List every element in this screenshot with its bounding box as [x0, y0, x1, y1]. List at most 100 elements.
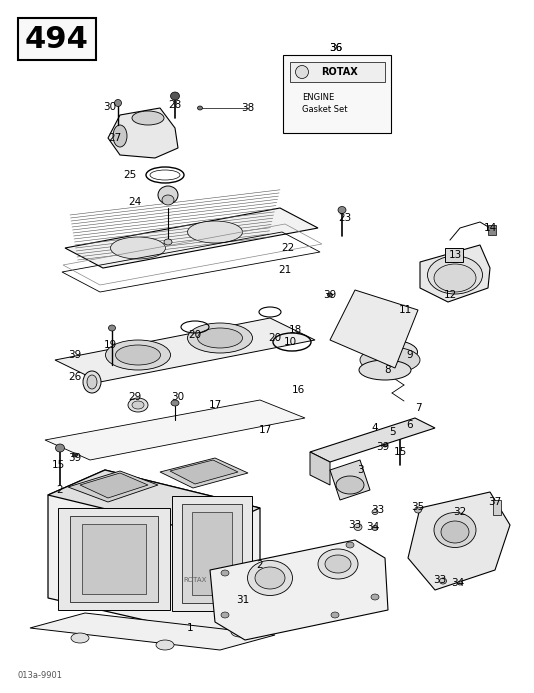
Ellipse shape: [132, 111, 164, 125]
Text: 37: 37: [489, 497, 501, 507]
Ellipse shape: [359, 360, 411, 380]
Ellipse shape: [434, 264, 476, 292]
Ellipse shape: [354, 523, 362, 531]
Ellipse shape: [372, 525, 378, 531]
Text: 34: 34: [451, 578, 465, 588]
Ellipse shape: [170, 92, 179, 100]
Text: 31: 31: [237, 595, 249, 605]
Text: 27: 27: [108, 133, 122, 143]
Text: 16: 16: [292, 385, 304, 395]
Polygon shape: [170, 460, 238, 484]
Ellipse shape: [295, 66, 309, 78]
Polygon shape: [330, 460, 370, 500]
Ellipse shape: [158, 186, 178, 204]
Bar: [172, 496, 252, 611]
Text: ROTAX: ROTAX: [183, 577, 207, 583]
Text: 15: 15: [51, 460, 65, 470]
Text: 28: 28: [168, 100, 182, 110]
Ellipse shape: [56, 444, 65, 452]
Ellipse shape: [221, 612, 229, 618]
Polygon shape: [420, 245, 490, 302]
Text: 21: 21: [278, 265, 292, 275]
Ellipse shape: [231, 627, 249, 637]
Polygon shape: [310, 452, 330, 485]
Ellipse shape: [336, 476, 364, 494]
Text: 15: 15: [394, 447, 406, 457]
Ellipse shape: [114, 100, 122, 107]
Text: 4: 4: [372, 423, 378, 433]
Ellipse shape: [106, 340, 170, 370]
Ellipse shape: [221, 570, 229, 576]
Polygon shape: [108, 108, 178, 158]
Text: 36: 36: [329, 43, 343, 53]
Text: 13: 13: [449, 250, 461, 260]
Polygon shape: [408, 492, 510, 590]
Ellipse shape: [164, 239, 172, 245]
Ellipse shape: [338, 207, 346, 213]
Bar: [493, 500, 501, 515]
Polygon shape: [65, 208, 318, 268]
Bar: [18, 18, 96, 60]
Ellipse shape: [187, 323, 253, 353]
Ellipse shape: [331, 612, 339, 618]
Ellipse shape: [439, 578, 446, 584]
Text: 24: 24: [128, 197, 142, 207]
Text: ROTAX: ROTAX: [321, 67, 358, 77]
Text: 18: 18: [288, 325, 302, 335]
Ellipse shape: [111, 237, 166, 259]
Text: 7: 7: [415, 403, 421, 413]
Ellipse shape: [247, 561, 293, 595]
Text: 013a-9901: 013a-9901: [18, 671, 63, 680]
Polygon shape: [30, 613, 275, 650]
Text: 22: 22: [281, 243, 295, 253]
Polygon shape: [68, 471, 158, 502]
Ellipse shape: [108, 325, 115, 331]
Text: 39: 39: [68, 350, 82, 360]
Text: Gasket Set: Gasket Set: [302, 105, 348, 114]
Bar: [290, 62, 385, 82]
Polygon shape: [310, 418, 435, 462]
Text: 5: 5: [390, 427, 396, 437]
Text: 3: 3: [357, 465, 363, 475]
Text: 10: 10: [284, 337, 296, 347]
Polygon shape: [210, 540, 388, 640]
Text: 33: 33: [434, 575, 446, 585]
Bar: [192, 512, 232, 595]
Text: 39: 39: [324, 290, 336, 300]
Text: 494: 494: [25, 24, 89, 53]
Polygon shape: [160, 458, 248, 488]
Ellipse shape: [434, 513, 476, 547]
Bar: [70, 516, 158, 602]
Text: 39: 39: [376, 442, 390, 452]
Bar: [445, 248, 463, 262]
Bar: [283, 55, 391, 133]
Ellipse shape: [327, 293, 333, 297]
Ellipse shape: [128, 398, 148, 412]
Ellipse shape: [363, 340, 418, 364]
Text: 1: 1: [187, 623, 193, 633]
Text: 33: 33: [348, 520, 362, 530]
Text: 30: 30: [104, 102, 116, 112]
Polygon shape: [55, 318, 315, 382]
Text: 11: 11: [398, 305, 412, 315]
Ellipse shape: [396, 431, 404, 439]
Ellipse shape: [113, 125, 127, 147]
Ellipse shape: [115, 345, 161, 365]
Text: ENGINE: ENGINE: [302, 94, 334, 103]
Polygon shape: [45, 400, 305, 460]
Text: 20: 20: [189, 330, 201, 340]
Text: 36: 36: [329, 43, 343, 53]
Ellipse shape: [325, 555, 351, 573]
Ellipse shape: [382, 443, 388, 447]
Polygon shape: [48, 470, 260, 533]
Ellipse shape: [255, 567, 285, 589]
Ellipse shape: [372, 509, 378, 514]
Text: 32: 32: [453, 507, 467, 517]
Ellipse shape: [414, 507, 421, 513]
Ellipse shape: [371, 594, 379, 600]
Text: 2: 2: [57, 485, 64, 495]
Text: 8: 8: [384, 365, 391, 375]
Ellipse shape: [458, 581, 462, 585]
Ellipse shape: [73, 453, 77, 457]
Ellipse shape: [87, 375, 97, 389]
